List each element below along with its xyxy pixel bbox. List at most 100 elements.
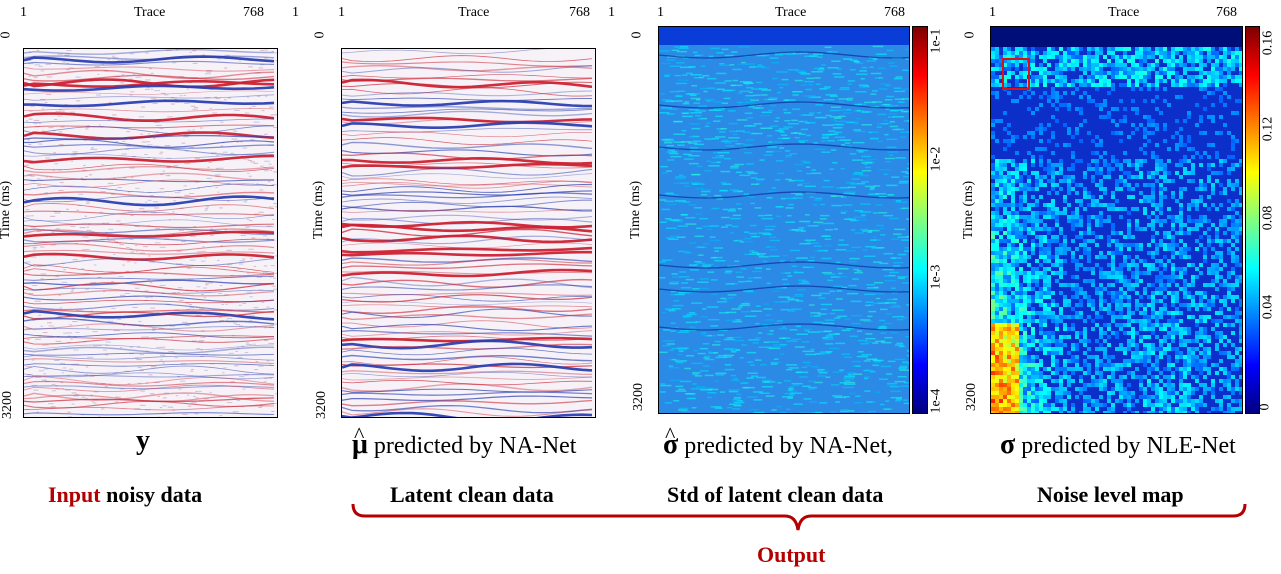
texture <box>770 125 779 127</box>
noise-cell <box>1015 251 1019 255</box>
noise-cell <box>999 271 1003 275</box>
noise-cell <box>1239 263 1242 267</box>
noise-cell <box>1079 95 1083 99</box>
texture <box>829 133 839 136</box>
noise-cell <box>1039 219 1043 223</box>
noise-cell <box>1067 299 1071 303</box>
noise-cell <box>1227 47 1231 51</box>
texture <box>694 235 704 238</box>
noise-cell <box>1127 211 1131 215</box>
texture <box>697 118 703 120</box>
noise-cell <box>995 159 999 163</box>
texture <box>815 104 824 106</box>
noise-cell <box>1051 203 1055 207</box>
colorbar-stop <box>913 364 927 366</box>
texture <box>889 125 899 128</box>
noise-cell <box>1167 103 1171 107</box>
noise-cell <box>1135 111 1139 115</box>
noise-cell <box>1003 79 1007 83</box>
colorbar-tick: 1e-2 <box>928 146 944 172</box>
texture <box>684 367 691 370</box>
colorbar-stop <box>913 210 927 212</box>
colorbar-stop <box>913 157 927 159</box>
noise-cell <box>1183 47 1187 51</box>
texture <box>713 107 725 110</box>
noise-cell <box>1055 211 1059 215</box>
texture <box>834 136 846 138</box>
texture <box>884 157 896 160</box>
colorbar-stop <box>913 392 927 394</box>
noise-cell <box>1047 159 1051 163</box>
texture <box>854 130 866 133</box>
noise-speck <box>239 263 244 265</box>
noise-cell <box>1171 67 1175 71</box>
texture <box>780 197 786 200</box>
noise-speck <box>51 390 56 392</box>
noise-cell <box>1047 123 1051 127</box>
texture <box>884 133 889 136</box>
texture <box>726 89 736 92</box>
noise-cell <box>1203 151 1207 155</box>
colorbar-stop <box>913 260 927 262</box>
colorbar-stop <box>913 98 927 100</box>
texture <box>681 410 690 413</box>
noise-cell <box>1187 207 1191 211</box>
noise-cell <box>1179 59 1183 63</box>
texture <box>740 310 751 313</box>
noise-cell <box>1211 267 1215 271</box>
noise-speck <box>207 166 210 168</box>
seismic-event <box>342 228 593 237</box>
noise-cell <box>1179 255 1183 259</box>
noise-cell <box>1047 291 1051 295</box>
noise-cell <box>1199 215 1203 219</box>
noise-speck <box>101 408 105 410</box>
noise-cell <box>1103 275 1107 279</box>
texture <box>775 286 788 289</box>
noise-cell <box>1067 247 1071 251</box>
noise-cell <box>1031 203 1035 207</box>
noise-cell <box>1171 311 1175 315</box>
noise-cell <box>1235 263 1239 267</box>
texture <box>847 410 855 412</box>
noise-speck <box>129 238 134 240</box>
noise-speck <box>218 167 224 169</box>
noise-cell <box>1059 95 1063 99</box>
noise-cell <box>1195 187 1199 191</box>
texture <box>690 97 701 100</box>
noise-cell <box>991 255 995 259</box>
noise-cell <box>1083 239 1087 243</box>
texture <box>847 186 856 189</box>
noise-cell <box>1191 75 1195 79</box>
noise-cell <box>1059 103 1063 107</box>
texture <box>728 390 739 393</box>
noise-cell <box>1055 279 1059 283</box>
noise-cell <box>1063 247 1067 251</box>
noise-cell <box>1119 163 1123 167</box>
noise-cell <box>1215 267 1219 271</box>
texture <box>838 272 843 275</box>
colorbar-stop <box>913 50 927 52</box>
noise-cell <box>1171 303 1175 307</box>
noise-cell <box>1023 167 1027 171</box>
x-axis-max: 768 <box>569 5 590 20</box>
texture <box>803 161 811 164</box>
colorbar-stop <box>913 277 927 279</box>
colorbar-stop <box>913 360 927 362</box>
noise-cell <box>1099 271 1103 275</box>
seismic-event <box>342 354 593 362</box>
noise-cell <box>1235 163 1239 167</box>
noise-cell <box>1055 183 1059 187</box>
noise-cell <box>1135 207 1139 211</box>
noise-speck <box>135 357 139 359</box>
noise-cell <box>1151 175 1155 179</box>
texture <box>691 362 704 365</box>
noise-cell <box>1215 79 1219 83</box>
colorbar-stop <box>913 102 927 104</box>
noise-cell <box>1215 55 1219 59</box>
noise-speck <box>214 96 218 98</box>
noise-cell <box>1203 183 1207 187</box>
texture <box>902 207 909 210</box>
noise-cell <box>1231 283 1235 287</box>
noise-speck <box>28 174 32 176</box>
texture <box>757 332 763 334</box>
